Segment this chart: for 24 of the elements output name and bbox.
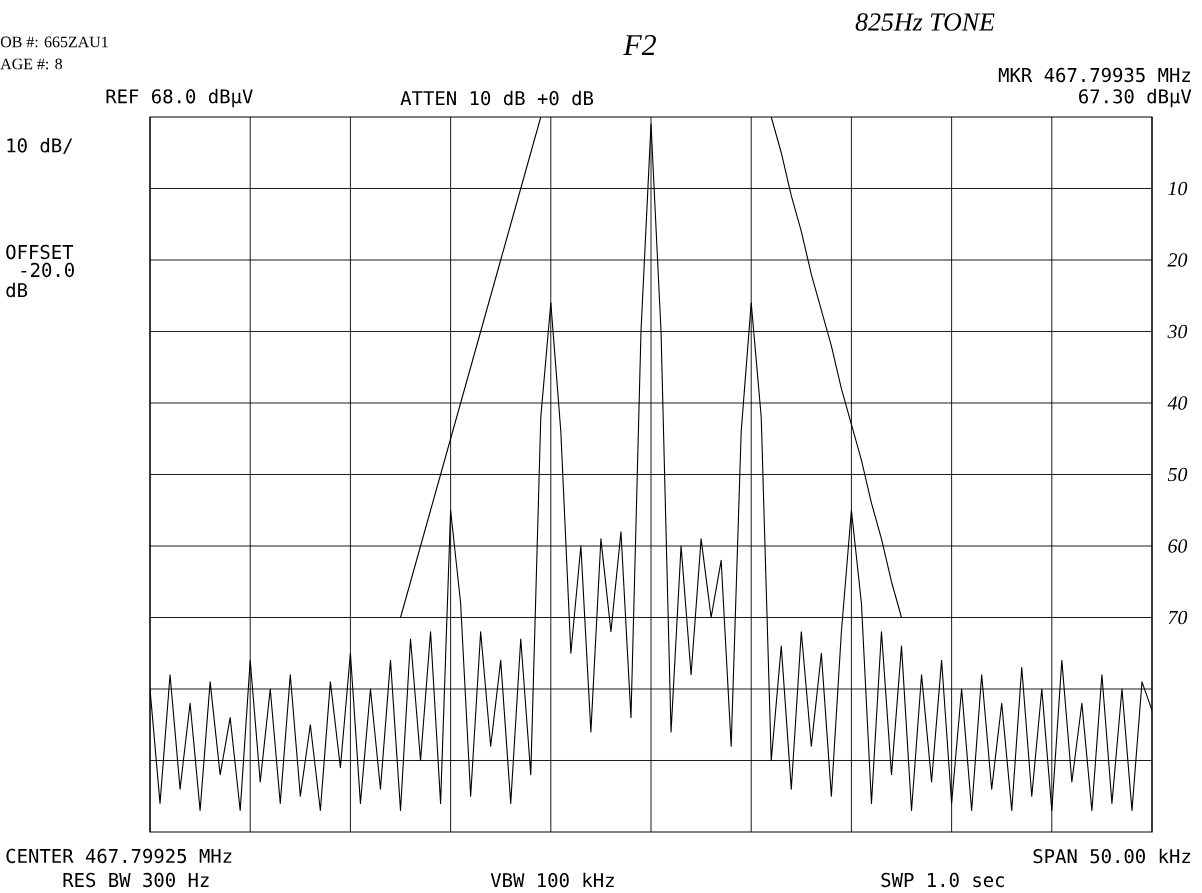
chart-subtitle: 825Hz TONE (855, 13, 995, 31)
y-tick-label: 10 (1168, 181, 1188, 196)
text: ATTEN 10 dB +0 dB (400, 90, 594, 106)
y-tick-label: 50 (1167, 467, 1188, 482)
text: REF 68.0 dBµV (106, 88, 253, 108)
y-tick-label: 30 (1167, 324, 1188, 339)
text: VBW 100 kHz (490, 872, 614, 888)
text: SWP 1.0 sec (881, 872, 1004, 888)
text: SPAN 50.00 kHz (1033, 848, 1190, 864)
text: -20.0 (21, 262, 74, 278)
text: OB #: 665ZAU1 (0, 36, 108, 48)
y-tick-label: 60 (1168, 539, 1188, 553)
text: AGE #: 8 (0, 58, 63, 70)
chart-title: F2 (623, 35, 656, 55)
text: 67.30 dBµV (1079, 88, 1192, 108)
text: dB (6, 282, 28, 298)
text: CENTER 467.79925 MHz (6, 848, 232, 864)
text: OFFSET (6, 244, 74, 260)
y-tick-label: 70 (1168, 610, 1188, 625)
y-tick-label: 40 (1167, 396, 1188, 410)
text: MKR 467.79935 MHz (998, 67, 1190, 83)
y-tick-label: 20 (1167, 253, 1188, 267)
text: RES BW 300 Hz (63, 872, 209, 888)
text: 10 dB/ (7, 137, 73, 155)
